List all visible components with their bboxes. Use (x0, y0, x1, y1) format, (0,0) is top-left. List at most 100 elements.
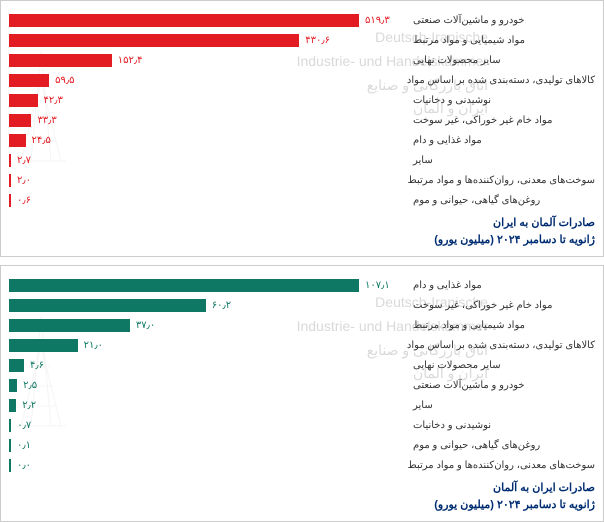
value-label: ۵۹٫۵ (55, 75, 74, 86)
category-label: سوخت‌های معدنی، روان‌کننده‌ها و مواد مرت… (409, 175, 595, 186)
bar-wrap: ۰٫۰ (9, 459, 409, 472)
bar-chart: خودرو و ماشین‌آلات صنعتی ۵۱۹٫۳ مواد شیمیای… (9, 11, 595, 209)
bar (9, 359, 24, 372)
chart-row: سایر محصولات نهایی ۴٫۶ (9, 356, 595, 374)
category-label: خودرو و ماشین‌آلات صنعتی (409, 15, 595, 26)
bar (9, 279, 359, 292)
chart-row: سایر ۲٫۷ (9, 151, 595, 169)
category-label: مواد شیمیایی و مواد مرتبط (409, 320, 595, 331)
bar (9, 134, 26, 147)
value-label: ۱۵۲٫۴ (118, 55, 143, 66)
category-label: سایر (409, 155, 595, 166)
bar-wrap: ۲۴٫۵ (9, 134, 409, 147)
category-label: مواد غذایی و دام (409, 135, 595, 146)
bar (9, 174, 11, 187)
bar-wrap: ۱۵۲٫۴ (9, 54, 409, 67)
chart-row: کالاهای تولیدی، دسته‌بندی شده بر اساس مو… (9, 336, 595, 354)
value-label: ۵۱۹٫۳ (365, 15, 390, 26)
value-label: ۰٫۰ (17, 460, 31, 471)
chart-panel-exports-de-ir: Deutsch-IranischeIndustrie- und Handelsk… (0, 0, 604, 257)
chart-row: سوخت‌های معدنی، روان‌کننده‌ها و مواد مرت… (9, 171, 595, 189)
bar-wrap: ۴۳۰٫۶ (9, 34, 409, 47)
chart-row: روغن‌های گیاهی، حیوانی و موم ۰٫۶ (9, 191, 595, 209)
caption-line-2: ژانویه تا دسامبر ۲۰۲۴ (میلیون یورو) (9, 232, 595, 249)
value-label: ۰٫۱ (17, 440, 31, 451)
bar-wrap: ۴٫۶ (9, 359, 409, 372)
bar-wrap: ۲۱٫۰ (9, 339, 409, 352)
bar-wrap: ۲٫۵ (9, 379, 409, 392)
value-label: ۲٫۲ (22, 400, 36, 411)
category-label: سایر محصولات نهایی (409, 360, 595, 371)
chart-caption: صادرات آلمان به ایرانژانویه تا دسامبر ۲۰… (9, 215, 595, 248)
chart-row: خودرو و ماشین‌آلات صنعتی ۵۱۹٫۳ (9, 11, 595, 29)
bar (9, 94, 38, 107)
category-label: کالاهای تولیدی، دسته‌بندی شده بر اساس مو… (409, 75, 595, 86)
bar (9, 34, 299, 47)
value-label: ۲٫۷ (17, 155, 31, 166)
value-label: ۴۲٫۳ (44, 95, 63, 106)
bar (9, 439, 11, 452)
category-label: مواد خام غیر خوراکی، غیر سوخت (409, 300, 595, 311)
caption-line-1: صادرات ایران به آلمان (9, 480, 595, 497)
bar (9, 14, 359, 27)
value-label: ۲۴٫۵ (32, 135, 51, 146)
bar-wrap: ۳۷٫۰ (9, 319, 409, 332)
bar (9, 154, 11, 167)
category-label: سوخت‌های معدنی، روان‌کننده‌ها و مواد مرت… (409, 460, 595, 471)
value-label: ۴٫۶ (30, 360, 44, 371)
category-label: نوشیدنی و دخانیات (409, 420, 595, 431)
bar-wrap: ۱۰۷٫۱ (9, 279, 409, 292)
caption-line-2: ژانویه تا دسامبر ۲۰۲۴ (میلیون یورو) (9, 497, 595, 514)
bar (9, 299, 206, 312)
chart-row: سایر محصولات نهایی۱۵۲٫۴ (9, 51, 595, 69)
chart-row: روغن‌های گیاهی، حیوانی و موم ۰٫۱ (9, 436, 595, 454)
bar-wrap: ۲٫۷ (9, 154, 409, 167)
bar (9, 459, 11, 472)
category-label: مواد شیمیایی و مواد مرتبط (409, 35, 595, 46)
bar (9, 114, 31, 127)
bar (9, 399, 16, 412)
bar (9, 419, 11, 432)
bar-wrap: ۲٫۰ (9, 174, 409, 187)
bar (9, 54, 112, 67)
bar-wrap: ۳۳٫۳ (9, 114, 409, 127)
chart-row: مواد غذایی و دام۱۰۷٫۱ (9, 276, 595, 294)
bar-wrap: ۵۹٫۵ (9, 74, 409, 87)
chart-row: مواد غذایی و دام ۲۴٫۵ (9, 131, 595, 149)
bar-wrap: ۲٫۲ (9, 399, 409, 412)
chart-row: مواد خام غیر خوراکی، غیر سوخت۳۳٫۳ (9, 111, 595, 129)
value-label: ۶۰٫۲ (212, 300, 231, 311)
value-label: ۰٫۶ (17, 195, 31, 206)
bar-wrap: ۵۱۹٫۳ (9, 14, 409, 27)
chart-row: سایر ۲٫۲ (9, 396, 595, 414)
bar-wrap: ۰٫۱ (9, 439, 409, 452)
bar-wrap: ۴۲٫۳ (9, 94, 409, 107)
category-label: خودرو و ماشین‌آلات صنعتی (409, 380, 595, 391)
bar-chart: مواد غذایی و دام۱۰۷٫۱مواد خام غیر خوراکی… (9, 276, 595, 474)
category-label: نوشیدنی و دخانیات (409, 95, 595, 106)
value-label: ۲٫۵ (23, 380, 37, 391)
chart-row: نوشیدنی و دخانیات ۴۲٫۳ (9, 91, 595, 109)
category-label: مواد خام غیر خوراکی، غیر سوخت (409, 115, 595, 126)
chart-caption: صادرات ایران به آلمانژانویه تا دسامبر ۲۰… (9, 480, 595, 513)
bar (9, 74, 49, 87)
caption-line-1: صادرات آلمان به ایران (9, 215, 595, 232)
chart-row: نوشیدنی و دخانیات ۰٫۷ (9, 416, 595, 434)
bar (9, 319, 130, 332)
bar (9, 339, 78, 352)
value-label: ۰٫۷ (17, 420, 31, 431)
category-label: مواد غذایی و دام (409, 280, 595, 291)
category-label: سایر (409, 400, 595, 411)
bar (9, 379, 17, 392)
chart-panel-exports-ir-de: Deutsch-IranischeIndustrie- und Handelsk… (0, 265, 604, 522)
chart-row: مواد شیمیایی و مواد مرتبط ۳۷٫۰ (9, 316, 595, 334)
bar-wrap: ۰٫۶ (9, 194, 409, 207)
category-label: روغن‌های گیاهی، حیوانی و موم (409, 440, 595, 451)
chart-row: مواد خام غیر خوراکی، غیر سوخت ۶۰٫۲ (9, 296, 595, 314)
value-label: ۳۷٫۰ (136, 320, 155, 331)
bar-wrap: ۰٫۷ (9, 419, 409, 432)
value-label: ۲۱٫۰ (84, 340, 103, 351)
value-label: ۴۳۰٫۶ (305, 35, 330, 46)
chart-row: کالاهای تولیدی، دسته‌بندی شده بر اساس مو… (9, 71, 595, 89)
category-label: روغن‌های گیاهی، حیوانی و موم (409, 195, 595, 206)
